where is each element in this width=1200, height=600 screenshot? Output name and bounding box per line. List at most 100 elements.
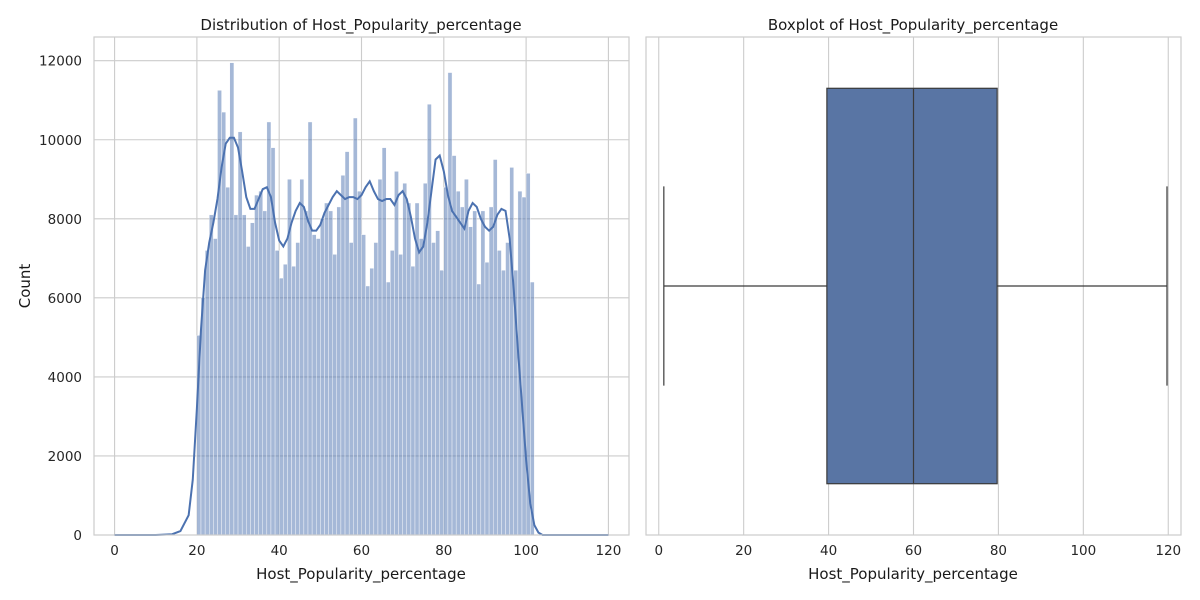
histogram-bar <box>299 179 305 536</box>
histogram-bar <box>369 268 375 536</box>
histogram-bar <box>233 214 239 536</box>
histogram-y-tick-label: 12000 <box>39 54 82 70</box>
histogram-bar <box>484 262 490 536</box>
boxplot-elements <box>663 87 1168 485</box>
histogram-x-axis-label: Host_Popularity_percentage <box>256 565 466 584</box>
histogram-bar <box>398 254 403 536</box>
histogram-bar <box>217 90 222 536</box>
histogram-bar <box>501 269 506 536</box>
boxplot-x-tick-labels: 0 20 40 60 80 100 120 <box>654 543 1181 559</box>
boxplot-x-axis-label: Host_Popularity_percentage <box>808 565 1018 584</box>
histogram-bar <box>447 72 453 536</box>
histogram-bar <box>439 269 445 536</box>
histogram-bar <box>237 131 243 536</box>
histogram-y-tick-label: 2000 <box>48 449 82 465</box>
histogram-bar <box>204 250 210 536</box>
histogram-bar <box>476 283 482 536</box>
boxplot-x-tick-label: 60 <box>905 543 922 559</box>
histogram-bar <box>221 111 226 536</box>
histogram-bar <box>213 238 218 536</box>
histogram-bar <box>353 117 358 536</box>
histogram-bar <box>385 281 391 536</box>
histogram-y-tick-label: 0 <box>73 528 82 544</box>
histogram-bar <box>394 171 399 536</box>
histogram-bar <box>521 196 527 536</box>
boxplot-x-tick-label: 40 <box>820 543 837 559</box>
histogram-bar <box>377 179 383 536</box>
histogram-bar <box>435 230 440 536</box>
histogram-bar <box>390 250 395 536</box>
histogram-bar <box>361 234 366 536</box>
histogram-panel: 0 20 40 60 80 100 120 0 2000 4000 6000 8000 10000 12… <box>16 16 630 584</box>
histogram-bar <box>262 210 268 536</box>
histogram-bar <box>311 234 317 536</box>
histogram-bar <box>357 190 362 536</box>
boxplot-x-tick-label: 100 <box>1070 543 1096 559</box>
histogram-bar <box>509 167 514 536</box>
histogram-x-tick-label: 20 <box>188 543 205 559</box>
histogram-bar <box>488 206 494 536</box>
histogram-x-tick-label: 40 <box>271 543 288 559</box>
histogram-bar <box>229 62 235 536</box>
histogram-bar <box>373 242 379 536</box>
histogram-title: Distribution of Host_Popularity_percenta… <box>200 16 521 35</box>
histogram-y-tick-labels: 0 2000 4000 6000 8000 10000 12000 <box>39 54 82 544</box>
histogram-x-tick-label: 120 <box>596 543 622 559</box>
boxplot-frame <box>645 36 1182 536</box>
histogram-bar <box>443 186 449 536</box>
histogram-y-tick-label: 6000 <box>48 291 82 307</box>
boxplot-title: Boxplot of Host_Popularity_percentage <box>768 16 1058 35</box>
histogram-x-tick-label: 60 <box>353 543 370 559</box>
histogram-x-tick-label: 80 <box>435 543 452 559</box>
histogram-x-tick-label: 100 <box>513 543 539 559</box>
histogram-bars <box>196 62 535 536</box>
histogram-bar <box>209 214 214 536</box>
histogram-bar <box>332 254 338 536</box>
histogram-bar <box>303 210 309 536</box>
histogram-x-tick-labels: 0 20 40 60 80 100 120 <box>110 543 621 559</box>
histogram-bar <box>410 266 416 536</box>
histogram-bar <box>291 266 296 536</box>
histogram-bar <box>365 285 370 536</box>
histogram-bar <box>497 250 502 536</box>
histogram-bar <box>278 277 284 536</box>
boxplot-x-tick-label: 80 <box>990 543 1007 559</box>
histogram-bar <box>266 121 272 536</box>
histogram-bar <box>246 246 251 536</box>
histogram-x-tick-label: 0 <box>110 543 119 559</box>
histogram-bar <box>307 121 313 536</box>
histogram-bar <box>472 210 477 536</box>
histogram-bar <box>480 210 486 536</box>
boxplot-x-tick-label: 0 <box>654 543 663 559</box>
histogram-bar <box>348 242 354 536</box>
histogram-bar <box>241 214 247 536</box>
histogram-bar <box>406 202 412 536</box>
histogram-bar <box>340 175 346 536</box>
boxplot-x-tick-label: 20 <box>735 543 752 559</box>
histogram-bar <box>344 151 350 536</box>
histogram-bar <box>250 222 255 536</box>
boxplot-x-tick-label: 120 <box>1155 543 1181 559</box>
histogram-bar <box>505 242 510 536</box>
histogram-bar <box>258 190 263 536</box>
boxplot-panel: 0 20 40 60 80 100 120 Boxplot of Host_Populari… <box>645 16 1182 584</box>
histogram-bar <box>418 238 424 536</box>
histogram-bar <box>427 103 432 536</box>
interquartile-box <box>826 87 998 485</box>
histogram-y-axis-label: Count <box>16 264 34 309</box>
histogram-bar <box>530 281 535 536</box>
histogram-bar <box>324 202 329 536</box>
histogram-y-tick-label: 10000 <box>39 133 82 149</box>
histogram-bar <box>316 238 321 536</box>
histogram-bar <box>455 190 461 536</box>
histogram-bar <box>328 210 333 536</box>
histogram-bar <box>336 206 342 536</box>
histogram-bar <box>468 226 473 536</box>
histogram-frame <box>93 36 630 536</box>
histogram-y-tick-label: 4000 <box>48 370 82 386</box>
histogram-bar <box>274 250 280 536</box>
histogram-bar <box>283 264 288 536</box>
histogram-bar <box>295 242 300 536</box>
histogram-bar <box>320 218 325 536</box>
